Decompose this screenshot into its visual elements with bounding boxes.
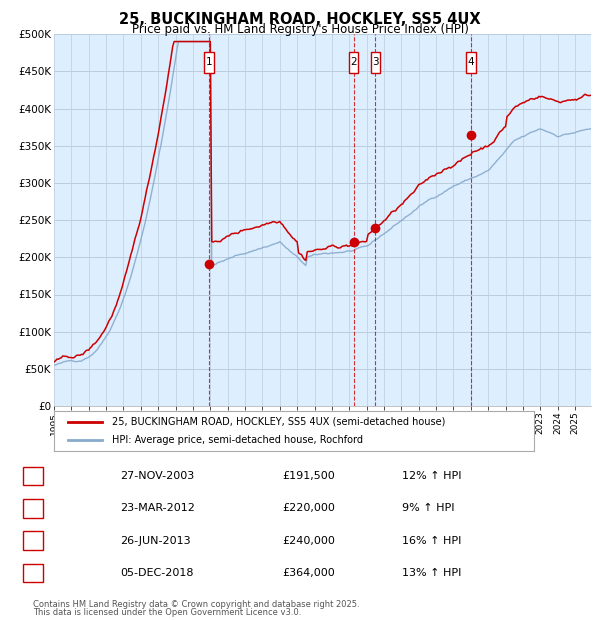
Text: 05-DEC-2018: 05-DEC-2018	[120, 568, 193, 578]
Text: £240,000: £240,000	[282, 536, 335, 546]
Text: 13% ↑ HPI: 13% ↑ HPI	[402, 568, 461, 578]
Text: 26-JUN-2013: 26-JUN-2013	[120, 536, 191, 546]
Text: £191,500: £191,500	[282, 471, 335, 481]
Text: 9% ↑ HPI: 9% ↑ HPI	[402, 503, 455, 513]
Text: 27-NOV-2003: 27-NOV-2003	[120, 471, 194, 481]
Text: 23-MAR-2012: 23-MAR-2012	[120, 503, 195, 513]
Text: Price paid vs. HM Land Registry's House Price Index (HPI): Price paid vs. HM Land Registry's House …	[131, 23, 469, 36]
Text: Contains HM Land Registry data © Crown copyright and database right 2025.: Contains HM Land Registry data © Crown c…	[33, 600, 359, 609]
FancyBboxPatch shape	[466, 52, 476, 73]
Text: 2: 2	[350, 58, 357, 68]
Text: HPI: Average price, semi-detached house, Rochford: HPI: Average price, semi-detached house,…	[112, 435, 362, 446]
Text: 4: 4	[29, 568, 37, 578]
Text: 1: 1	[206, 58, 212, 68]
Text: 3: 3	[372, 58, 379, 68]
Text: 16% ↑ HPI: 16% ↑ HPI	[402, 536, 461, 546]
Text: 25, BUCKINGHAM ROAD, HOCKLEY, SS5 4UX (semi-detached house): 25, BUCKINGHAM ROAD, HOCKLEY, SS5 4UX (s…	[112, 417, 445, 427]
Text: This data is licensed under the Open Government Licence v3.0.: This data is licensed under the Open Gov…	[33, 608, 301, 617]
FancyBboxPatch shape	[371, 52, 380, 73]
FancyBboxPatch shape	[204, 52, 214, 73]
Text: 25, BUCKINGHAM ROAD, HOCKLEY, SS5 4UX: 25, BUCKINGHAM ROAD, HOCKLEY, SS5 4UX	[119, 12, 481, 27]
Text: 1: 1	[29, 471, 37, 481]
Text: 3: 3	[29, 536, 37, 546]
Text: 4: 4	[467, 58, 474, 68]
Text: 12% ↑ HPI: 12% ↑ HPI	[402, 471, 461, 481]
Text: £220,000: £220,000	[282, 503, 335, 513]
Text: 2: 2	[29, 503, 37, 513]
Text: £364,000: £364,000	[282, 568, 335, 578]
FancyBboxPatch shape	[349, 52, 358, 73]
